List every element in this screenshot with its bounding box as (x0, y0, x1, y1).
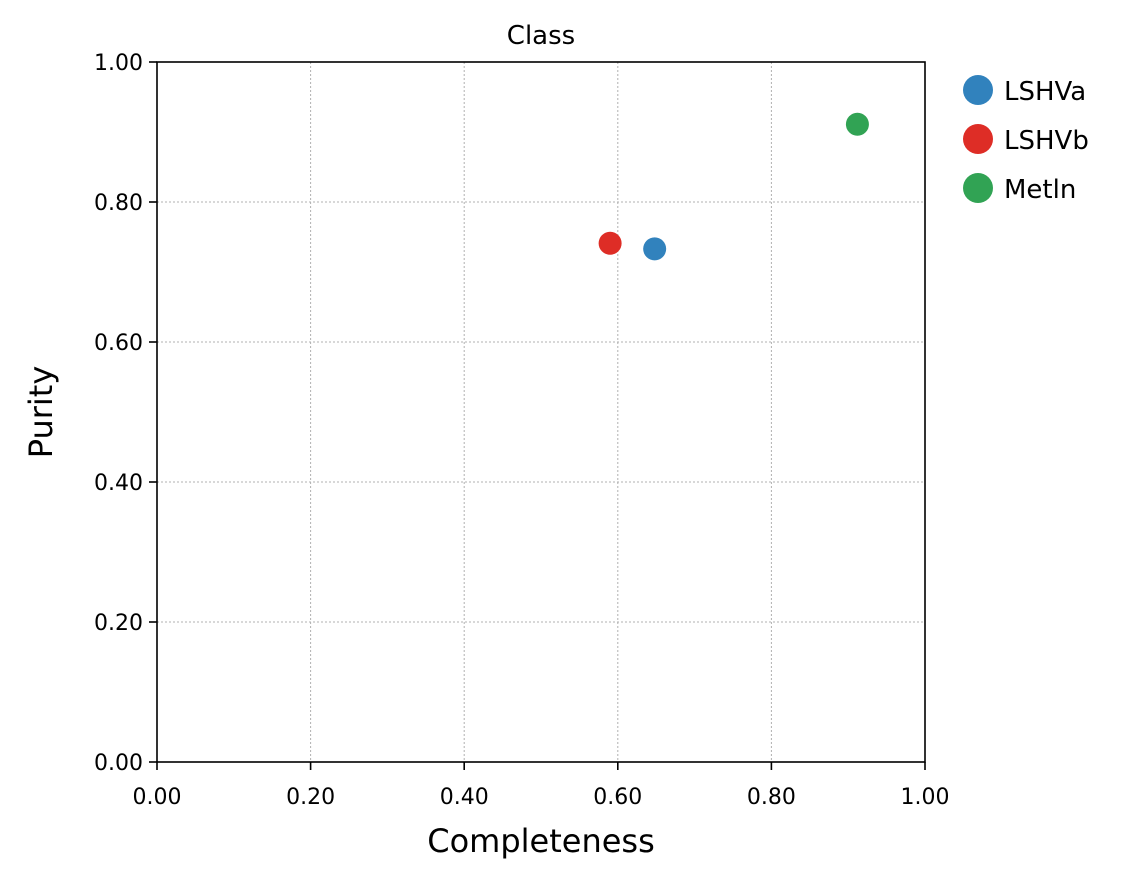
plot-frame (156, 61, 926, 763)
legend-marker-lshva (963, 75, 993, 105)
y-tick-label: 0.00 (94, 751, 143, 776)
data-point-lshva (643, 237, 667, 261)
x-tick-label: 0.80 (747, 785, 796, 810)
legend-marker-lshvb (963, 124, 993, 154)
legend: LSHVa LSHVb Metln (963, 75, 1089, 205)
legend-label-metln: Metln (1004, 175, 1076, 205)
x-tick-label: 0.20 (286, 785, 335, 810)
data-point-metln (845, 112, 869, 136)
y-tick-label: 0.60 (94, 331, 143, 356)
y-tick-label: 0.40 (94, 471, 143, 496)
legend-label-lshvb: LSHVb (1004, 126, 1089, 156)
x-tick-label: 0.40 (440, 785, 489, 810)
legend-marker-metln (963, 173, 993, 203)
y-tick-label: 0.80 (94, 191, 143, 216)
axis-ticks: 0.00 0.20 0.40 0.60 0.80 1.00 0.00 0.20 0.40 0.60… (94, 51, 949, 810)
x-tick-label: 0.60 (593, 785, 642, 810)
y-tick-label: 0.20 (94, 611, 143, 636)
grid-lines (157, 62, 925, 762)
data-points (598, 112, 869, 261)
y-tick-label: 1.00 (94, 51, 143, 76)
data-point-lshvb (598, 231, 622, 255)
y-axis-title: Purity (22, 366, 60, 459)
x-tick-label: 1.00 (901, 785, 950, 810)
legend-label-lshva: LSHVa (1004, 77, 1086, 107)
x-tick-label: 0.00 (133, 785, 182, 810)
chart-title: Class (507, 21, 575, 51)
x-axis-title: Completeness (427, 822, 655, 860)
